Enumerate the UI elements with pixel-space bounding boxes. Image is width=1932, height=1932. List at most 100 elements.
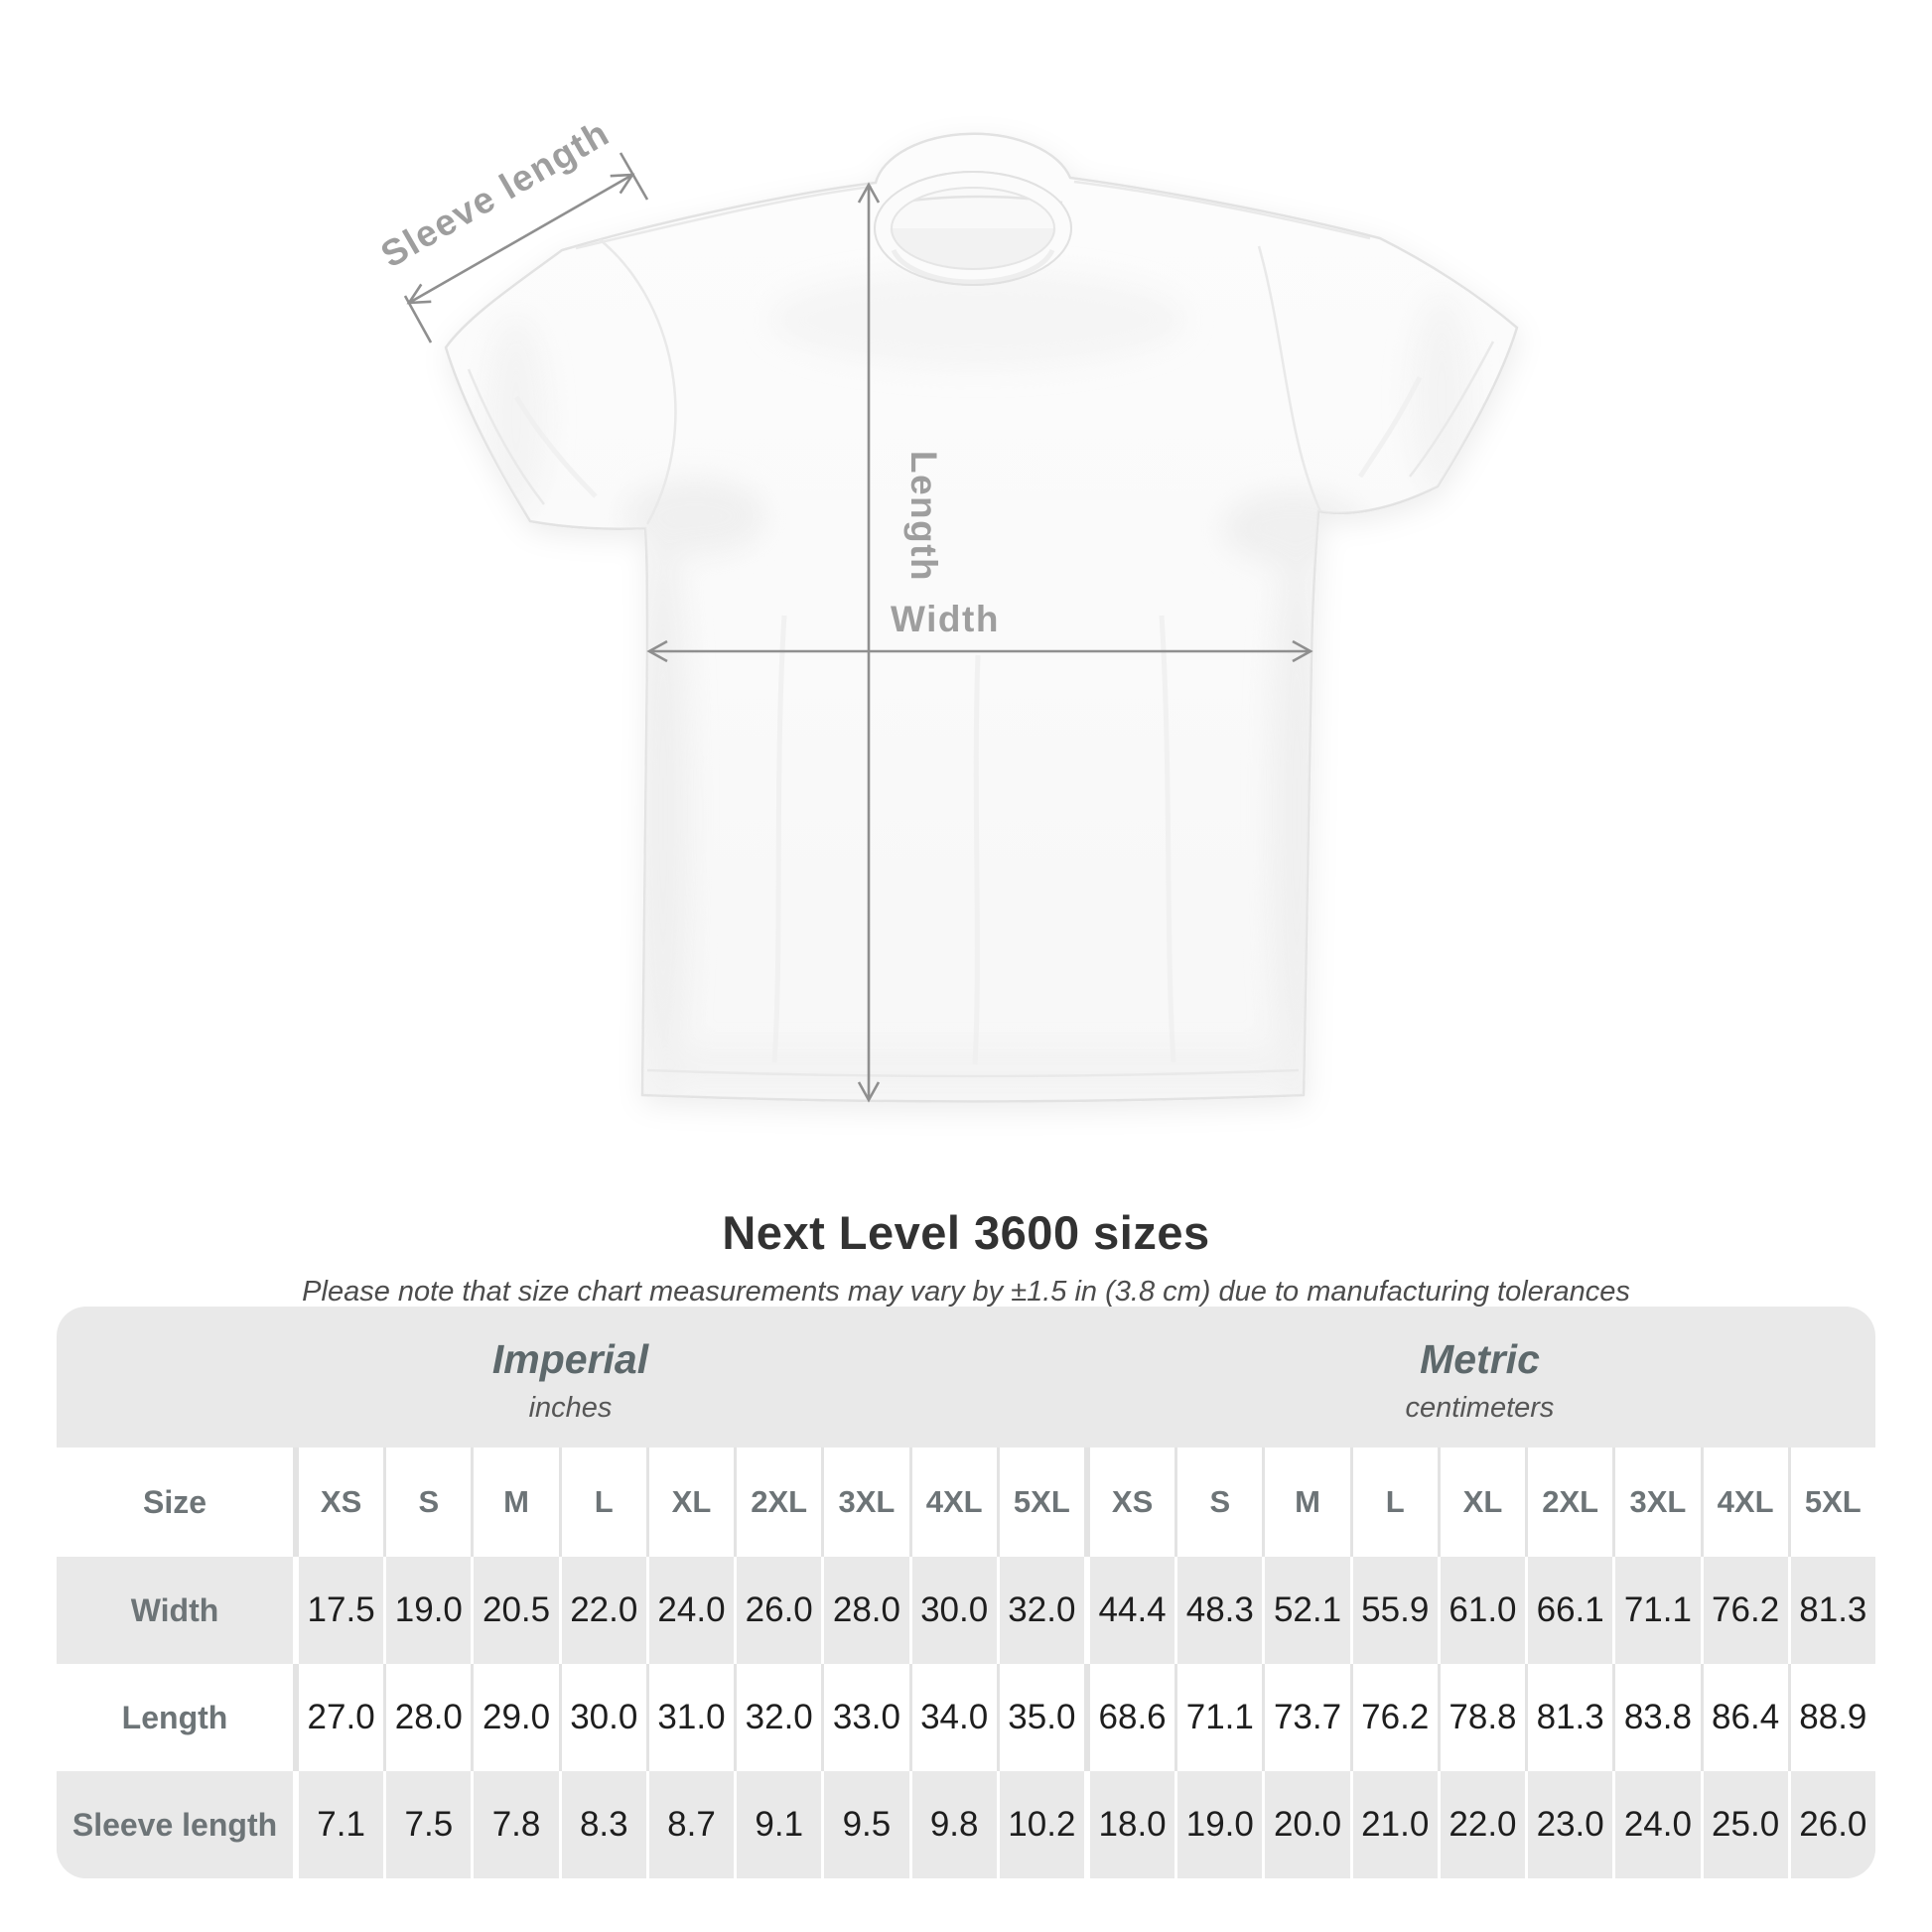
metric-group-label: Metric (1420, 1335, 1540, 1382)
value-cell: 24.0 (645, 1557, 734, 1664)
size-header-cell: XS (293, 1448, 383, 1557)
size-header-cell: 5XL (1787, 1448, 1875, 1557)
imperial-group-unit: inches (528, 1391, 613, 1424)
value-cell: 26.0 (1787, 1771, 1875, 1878)
value-cell: 83.8 (1612, 1664, 1700, 1771)
length-label: Length (903, 451, 944, 582)
value-cell: 10.2 (996, 1771, 1084, 1878)
size-header-row: Size XS S M L XL 2XL 3XL 4XL 5XL XS S M L XL 2XL 3XL 4XL 5… (57, 1448, 1875, 1557)
tolerance-note: Please note that size chart measurements… (302, 1276, 1630, 1308)
tshirt-graphic (444, 132, 1519, 1103)
value-cell: 21.0 (1349, 1771, 1438, 1878)
value-cell: 22.0 (1437, 1771, 1525, 1878)
value-cell: 76.2 (1349, 1664, 1438, 1771)
metric-group-header: Metric centimeters (1084, 1307, 1875, 1448)
value-cell: 25.0 (1700, 1771, 1788, 1878)
value-cell: 23.0 (1525, 1771, 1612, 1878)
value-cell: 9.1 (734, 1771, 821, 1878)
page-title: Next Level 3600 sizes (722, 1206, 1210, 1259)
value-cell: 31.0 (645, 1664, 734, 1771)
value-cell: 20.5 (471, 1557, 558, 1664)
value-cell: 7.5 (383, 1771, 471, 1878)
value-cell: 55.9 (1349, 1557, 1438, 1664)
value-cell: 9.8 (908, 1771, 997, 1878)
measurement-row-width: Width 17.5 19.0 20.5 22.0 24.0 26.0 28.0 30.0 32.… (57, 1557, 1875, 1664)
shirt-collar (874, 171, 1072, 286)
value-cell: 78.8 (1437, 1664, 1525, 1771)
size-header-cell: XL (645, 1448, 734, 1557)
imperial-group-header: Imperial inches (57, 1307, 1084, 1448)
sleeve-length-arrow (403, 152, 649, 344)
value-cell: 18.0 (1083, 1771, 1174, 1878)
size-header-cell: 2XL (1525, 1448, 1612, 1557)
value-cell: 81.3 (1525, 1664, 1612, 1771)
value-cell: 7.8 (471, 1771, 558, 1878)
size-header-cell: 5XL (996, 1448, 1084, 1557)
value-cell: 29.0 (471, 1664, 558, 1771)
width-arrow (646, 639, 1313, 663)
imperial-group-label: Imperial (491, 1335, 649, 1382)
value-cell: 26.0 (734, 1557, 821, 1664)
value-cell: 22.0 (558, 1557, 646, 1664)
value-cell: 61.0 (1437, 1557, 1525, 1664)
size-header-cell: L (1349, 1448, 1438, 1557)
metric-group-unit: centimeters (1405, 1391, 1555, 1424)
size-header-cell: L (558, 1448, 646, 1557)
value-cell: 8.3 (558, 1771, 646, 1878)
length-arrow (857, 182, 881, 1103)
size-header-cell: 4XL (908, 1448, 997, 1557)
value-cell: 34.0 (908, 1664, 997, 1771)
value-cell: 33.0 (821, 1664, 908, 1771)
value-cell: 68.6 (1083, 1664, 1174, 1771)
row-label: Sleeve length (71, 1806, 278, 1843)
heading: Next Level 3600 sizes Please note that s… (0, 1205, 1932, 1309)
size-header-cell: XL (1437, 1448, 1525, 1557)
value-cell: 30.0 (558, 1664, 646, 1771)
value-cell: 24.0 (1612, 1771, 1700, 1878)
size-header-cell: S (383, 1448, 471, 1557)
size-header-cell: 4XL (1700, 1448, 1788, 1557)
value-cell: 71.1 (1612, 1557, 1700, 1664)
value-cell: 48.3 (1174, 1557, 1262, 1664)
value-cell: 20.0 (1262, 1771, 1349, 1878)
measurement-row-length: Length 27.0 28.0 29.0 30.0 31.0 32.0 33.0 34.0 35… (57, 1664, 1875, 1771)
value-cell: 19.0 (383, 1557, 471, 1664)
value-cell: 71.1 (1174, 1664, 1262, 1771)
value-cell: 52.1 (1262, 1557, 1349, 1664)
value-cell: 8.7 (645, 1771, 734, 1878)
measurement-row-sleeve-length: Sleeve length 7.1 7.5 7.8 8.3 8.7 9.1 9.5 9.8 10.… (57, 1771, 1875, 1878)
unit-group-header-row: Imperial inches Metric centimeters (57, 1307, 1875, 1448)
size-header-cell: S (1174, 1448, 1262, 1557)
size-chart-table: Imperial inches Metric centimeters Size X… (57, 1307, 1875, 1878)
value-cell: 30.0 (908, 1557, 997, 1664)
row-label: Length (121, 1699, 228, 1735)
size-header-cell: 3XL (821, 1448, 908, 1557)
value-cell: 81.3 (1787, 1557, 1875, 1664)
size-header-cell: M (471, 1448, 558, 1557)
value-cell: 17.5 (293, 1557, 383, 1664)
value-cell: 32.0 (734, 1664, 821, 1771)
value-cell: 32.0 (996, 1557, 1084, 1664)
row-label: Width (130, 1591, 219, 1628)
value-cell: 35.0 (996, 1664, 1084, 1771)
value-cell: 73.7 (1262, 1664, 1349, 1771)
tshirt-measurement-diagram: Sleeve length Length Width (374, 112, 1519, 1103)
value-cell: 88.9 (1787, 1664, 1875, 1771)
value-cell: 86.4 (1700, 1664, 1788, 1771)
value-cell: 28.0 (821, 1557, 908, 1664)
size-column-header: Size (142, 1483, 207, 1520)
size-header-cell: 2XL (734, 1448, 821, 1557)
value-cell: 9.5 (821, 1771, 908, 1878)
size-header-cell: 3XL (1612, 1448, 1700, 1557)
value-cell: 44.4 (1083, 1557, 1174, 1664)
value-cell: 27.0 (293, 1664, 383, 1771)
shirt-seams (467, 180, 1495, 1078)
value-cell: 7.1 (293, 1771, 383, 1878)
width-label: Width (891, 599, 1000, 639)
value-cell: 28.0 (383, 1664, 471, 1771)
size-header-cell: M (1262, 1448, 1349, 1557)
value-cell: 66.1 (1525, 1557, 1612, 1664)
size-header-cell: XS (1083, 1448, 1174, 1557)
value-cell: 76.2 (1700, 1557, 1788, 1664)
